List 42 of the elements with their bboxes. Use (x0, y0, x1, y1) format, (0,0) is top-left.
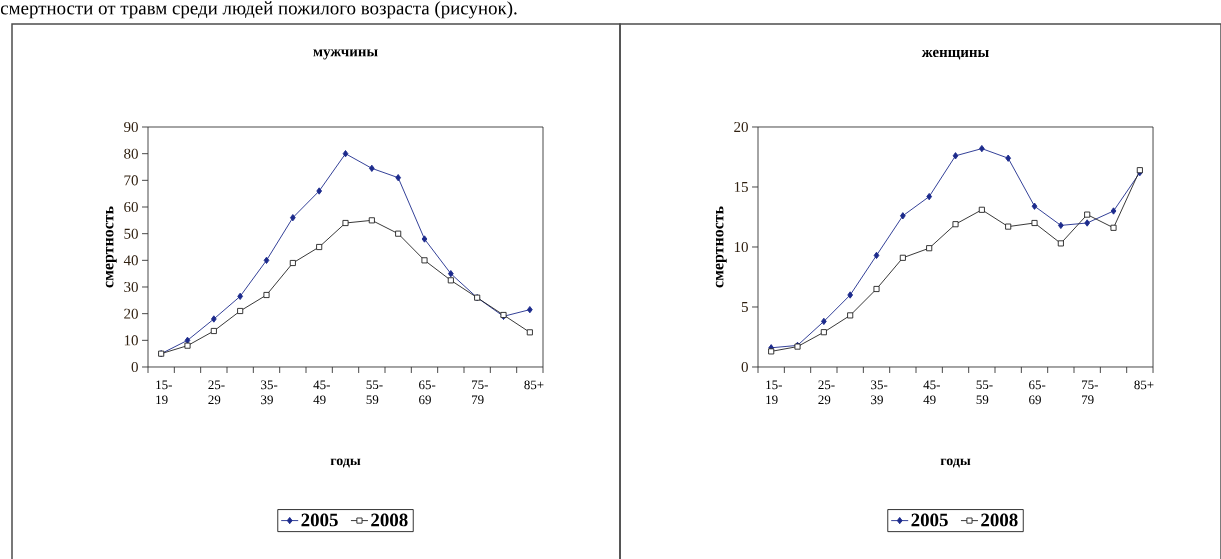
x-tick-label: 65-69 (419, 380, 436, 405)
y-tick-label: 50 (124, 228, 138, 239)
x-tick-label: 85+ (524, 380, 544, 390)
x-tick-label: 85+ (1134, 380, 1154, 390)
x-tick-label: 15-19 (766, 380, 782, 405)
y-tick-label: 70 (124, 175, 138, 186)
x-axis-title: годы (330, 458, 361, 468)
y-tick-label: 5 (741, 302, 748, 312)
y-tick-label: 20 (734, 121, 748, 133)
x-tick-label: 15-19 (156, 380, 172, 405)
y-tick-label: 40 (123, 255, 138, 266)
y-tick-label: 20 (124, 308, 138, 319)
x-tick-label: 55-59 (976, 380, 993, 405)
y-tick-label: 10 (124, 335, 138, 346)
x-tick-label: 25-29 (208, 380, 225, 405)
legend-label: 2005 (911, 513, 948, 527)
x-axis-title: годы (940, 458, 971, 468)
y-axis-title: смертность (105, 206, 117, 288)
y-tick-label: 30 (124, 281, 138, 293)
text: смертности от травм среди людей пожилого возраста (рисунок). (0, 1, 517, 19)
y-tick-label: 15 (734, 182, 748, 192)
chart-title: мужчины (313, 49, 378, 60)
legend-label: 2008 (371, 513, 408, 527)
legend-label: 2008 (981, 513, 1018, 527)
y-tick-label: 0 (131, 361, 138, 373)
x-tick-label: 35-39 (871, 380, 888, 405)
y-tick-label: 60 (124, 201, 138, 213)
y-tick-label: 80 (124, 148, 138, 159)
y-axis-title: смертность (715, 206, 727, 288)
chart-title: женщины (921, 49, 989, 60)
y-tick-label: 0 (741, 361, 748, 373)
x-tick-label: 45-49 (923, 380, 940, 405)
legend-label: 2005 (301, 513, 338, 527)
x-tick-label: 75-79 (1082, 380, 1098, 405)
x-tick-label: 75-79 (472, 380, 488, 405)
x-tick-label: 25-29 (818, 380, 835, 405)
y-tick-label: 90 (124, 121, 138, 133)
y-tick-label: 10 (734, 241, 748, 253)
x-tick-label: 55-59 (366, 380, 383, 405)
x-tick-label: 45-49 (313, 380, 330, 405)
x-tick-label: 35-39 (261, 380, 278, 405)
x-tick-label: 65-69 (1029, 380, 1046, 405)
